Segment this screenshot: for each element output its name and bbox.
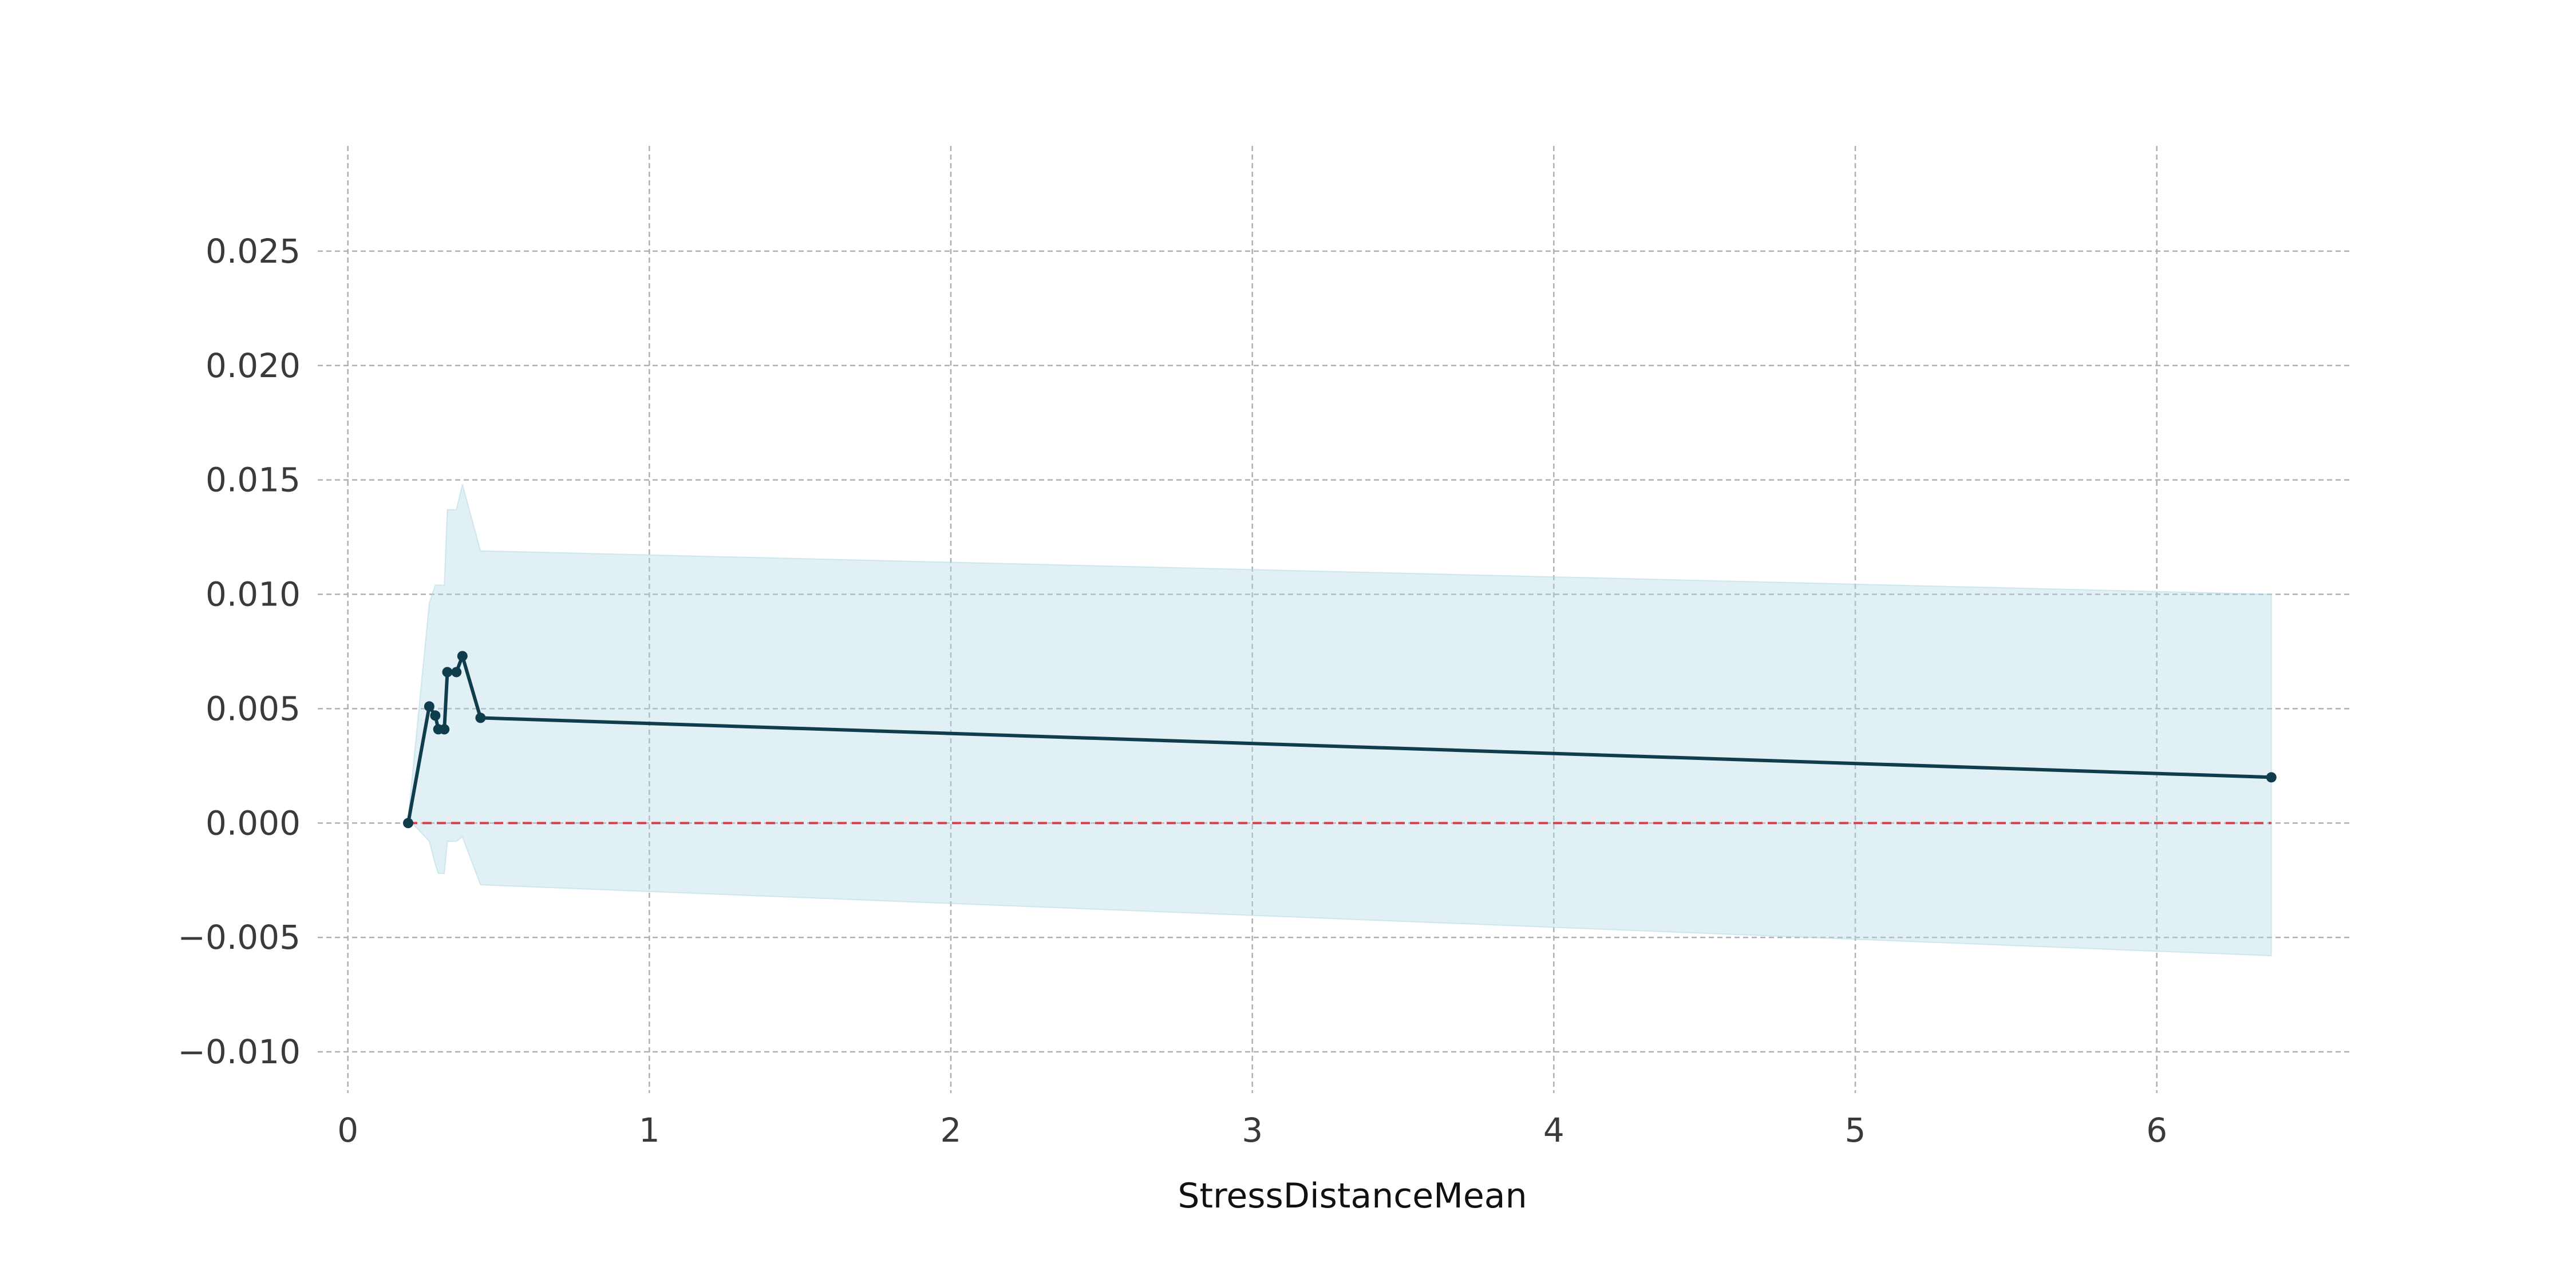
data-point bbox=[475, 712, 486, 723]
y-tick-label: 0.000 bbox=[206, 803, 301, 842]
y-tick-label: 0.010 bbox=[206, 575, 301, 614]
y-tick-label: 0.005 bbox=[206, 689, 301, 728]
series-line bbox=[406, 654, 2271, 823]
y-tick-label: 0.025 bbox=[206, 232, 301, 271]
x-axis-title: StressDistanceMean bbox=[1178, 1176, 1527, 1216]
data-point bbox=[424, 701, 434, 712]
x-tick-label: 6 bbox=[2146, 1111, 2167, 1150]
data-point bbox=[457, 651, 468, 662]
confidence-band-layer bbox=[407, 484, 2272, 957]
y-tick-label: 0.015 bbox=[206, 461, 301, 500]
y-tick-label: 0.020 bbox=[206, 346, 301, 385]
x-tick-label: 4 bbox=[1543, 1111, 1564, 1150]
x-tick-label: 1 bbox=[639, 1111, 660, 1150]
x-tick-label: 3 bbox=[1242, 1111, 1263, 1150]
tick-labels: 0 1 2 3 4 5 6 −0.010 −0.005 0.000 0.005 0.010 0.015 0… bbox=[177, 232, 2167, 1150]
data-point bbox=[430, 710, 441, 721]
y-tick-label: −0.005 bbox=[177, 918, 301, 957]
x-tick-label: 5 bbox=[1845, 1111, 1866, 1150]
grid bbox=[318, 146, 2353, 1093]
data-point bbox=[451, 667, 462, 678]
x-tick-label: 2 bbox=[941, 1111, 962, 1150]
data-point bbox=[403, 818, 413, 829]
data-point bbox=[439, 724, 450, 735]
y-tick-label: −0.010 bbox=[177, 1032, 301, 1071]
x-tick-label: 0 bbox=[337, 1111, 358, 1150]
series-layer bbox=[403, 651, 2277, 829]
data-point bbox=[442, 667, 453, 678]
confidence-band bbox=[407, 484, 2272, 957]
data-point bbox=[2266, 772, 2277, 783]
